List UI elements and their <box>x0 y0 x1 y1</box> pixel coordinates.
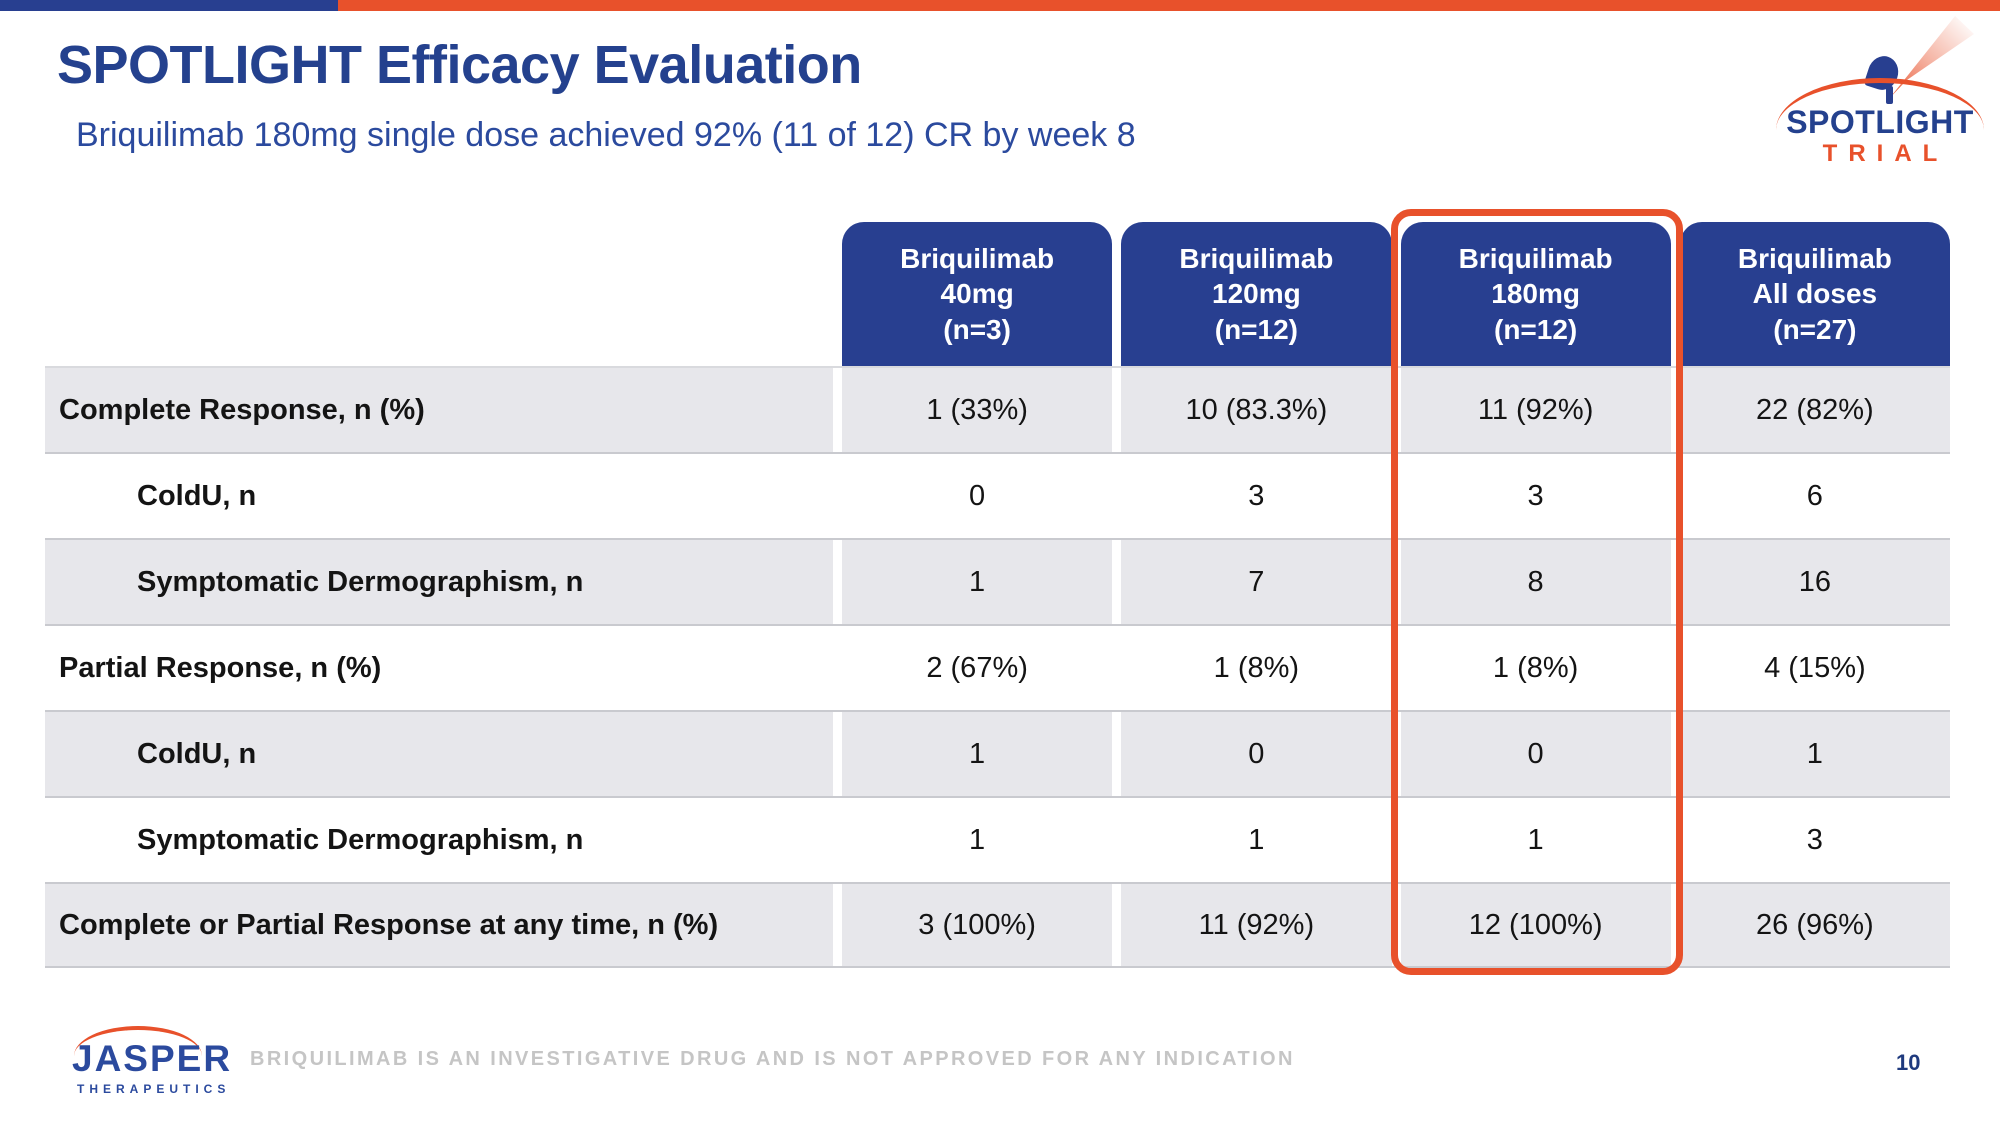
table-body: Complete Response, n (%) 1 (33%) 10 (83.3%… <box>45 366 1950 968</box>
spotlight-logo-text: SPOTLIGHT <box>1786 104 1974 140</box>
cell-value: 1 <box>1121 798 1392 882</box>
column-header-line: All doses <box>1752 278 1878 310</box>
cell-value: 1 <box>842 540 1113 624</box>
cell-value: 1 (33%) <box>842 368 1113 452</box>
column-header-all-doses: Briquilimab All doses (n=27) <box>1679 222 1950 366</box>
efficacy-table: Briquilimab 40mg (n=3) Briquilimab 120mg (n=1… <box>45 222 1950 968</box>
cell-value: 2 (67%) <box>842 626 1113 710</box>
cell-value: 0 <box>842 454 1113 538</box>
cell-value: 0 <box>1400 712 1671 796</box>
column-header-line: (n=12) <box>1494 313 1578 345</box>
cell-value: 3 <box>1121 454 1392 538</box>
cell-value: 10 (83.3%) <box>1121 368 1392 452</box>
column-header-line: Briquilimab <box>1737 243 1892 275</box>
row-label: Complete Response, n (%) <box>45 368 833 452</box>
column-header-line: 40mg <box>940 278 1014 310</box>
column-header-line: (n=27) <box>1773 313 1857 345</box>
cell-value: 0 <box>1121 712 1392 796</box>
spotlight-trial-text: TRIAL <box>1822 140 1949 167</box>
row-label: ColdU, n <box>45 712 833 796</box>
column-header-line: (n=12) <box>1214 313 1298 345</box>
table-row: Complete Response, n (%) 1 (33%) 10 (83.3%… <box>45 366 1950 452</box>
column-header-120mg: Briquilimab 120mg (n=12) <box>1121 222 1392 366</box>
table-header-row: Briquilimab 40mg (n=3) Briquilimab 120mg (n=1… <box>45 222 1950 366</box>
row-label: Complete or Partial Response at any time… <box>45 884 833 966</box>
cell-value: 3 (100%) <box>842 884 1113 966</box>
column-header-line: 120mg <box>1212 278 1301 310</box>
column-header-line: (n=3) <box>943 313 1011 345</box>
top-accent-bar <box>0 0 2000 11</box>
cell-value: 1 <box>842 712 1113 796</box>
column-header-line: Briquilimab <box>900 243 1055 275</box>
jasper-logo-arc <box>74 1026 202 1056</box>
footer-disclaimer: BRIQUILIMAB IS AN INVESTIGATIVE DRUG AND… <box>250 1048 1295 1070</box>
cell-value: 7 <box>1121 540 1392 624</box>
table-row: Partial Response, n (%) 2 (67%) 1 (8%) 1 (8… <box>45 624 1950 710</box>
cell-value: 11 (92%) <box>1121 884 1392 966</box>
table-row: Symptomatic Dermographism, n 1 7 8 16 <box>45 538 1950 624</box>
cell-value: 26 (96%) <box>1679 884 1950 966</box>
cell-value: 1 <box>1679 712 1950 796</box>
row-label: Symptomatic Dermographism, n <box>45 798 833 882</box>
row-label: ColdU, n <box>45 454 833 538</box>
row-label: Symptomatic Dermographism, n <box>45 540 833 624</box>
cell-value: 1 (8%) <box>1121 626 1392 710</box>
cell-value: 1 <box>842 798 1113 882</box>
jasper-logo-text: JASPER <box>72 1038 233 1079</box>
cell-value: 8 <box>1400 540 1671 624</box>
spotlight-trial-logo: SPOTLIGHT TRIAL <box>1772 12 1988 172</box>
table-row: Complete or Partial Response at any time… <box>45 882 1950 968</box>
cell-value: 3 <box>1679 798 1950 882</box>
page-title: SPOTLIGHT Efficacy Evaluation <box>57 35 862 95</box>
jasper-therapeutics-logo: JASPER THERAPEUTICS <box>72 1026 233 1106</box>
slide-subtitle: Briquilimab 180mg single dose achieved 9… <box>76 116 1136 154</box>
row-label: Partial Response, n (%) <box>45 626 833 710</box>
column-header-line: Briquilimab <box>1179 243 1334 275</box>
cell-value: 1 (8%) <box>1400 626 1671 710</box>
column-header-line: 180mg <box>1491 278 1580 310</box>
top-bar-blue-segment <box>0 0 338 11</box>
cell-value: 6 <box>1679 454 1950 538</box>
column-header-40mg: Briquilimab 40mg (n=3) <box>842 222 1113 366</box>
table-header-spacer <box>45 222 833 366</box>
column-header-line: Briquilimab <box>1458 243 1613 275</box>
page-number: 10 <box>1896 1050 1921 1075</box>
cell-value: 22 (82%) <box>1679 368 1950 452</box>
cell-value: 11 (92%) <box>1400 368 1671 452</box>
cell-value: 1 <box>1400 798 1671 882</box>
cell-value: 3 <box>1400 454 1671 538</box>
jasper-therapeutics-text: THERAPEUTICS <box>77 1082 231 1096</box>
cell-value: 16 <box>1679 540 1950 624</box>
cell-value: 4 (15%) <box>1679 626 1950 710</box>
spotlight-horizon-arc <box>1776 78 1984 130</box>
cell-value: 12 (100%) <box>1400 884 1671 966</box>
top-bar-orange-segment <box>338 0 2000 11</box>
column-header-180mg: Briquilimab 180mg (n=12) <box>1400 222 1671 366</box>
